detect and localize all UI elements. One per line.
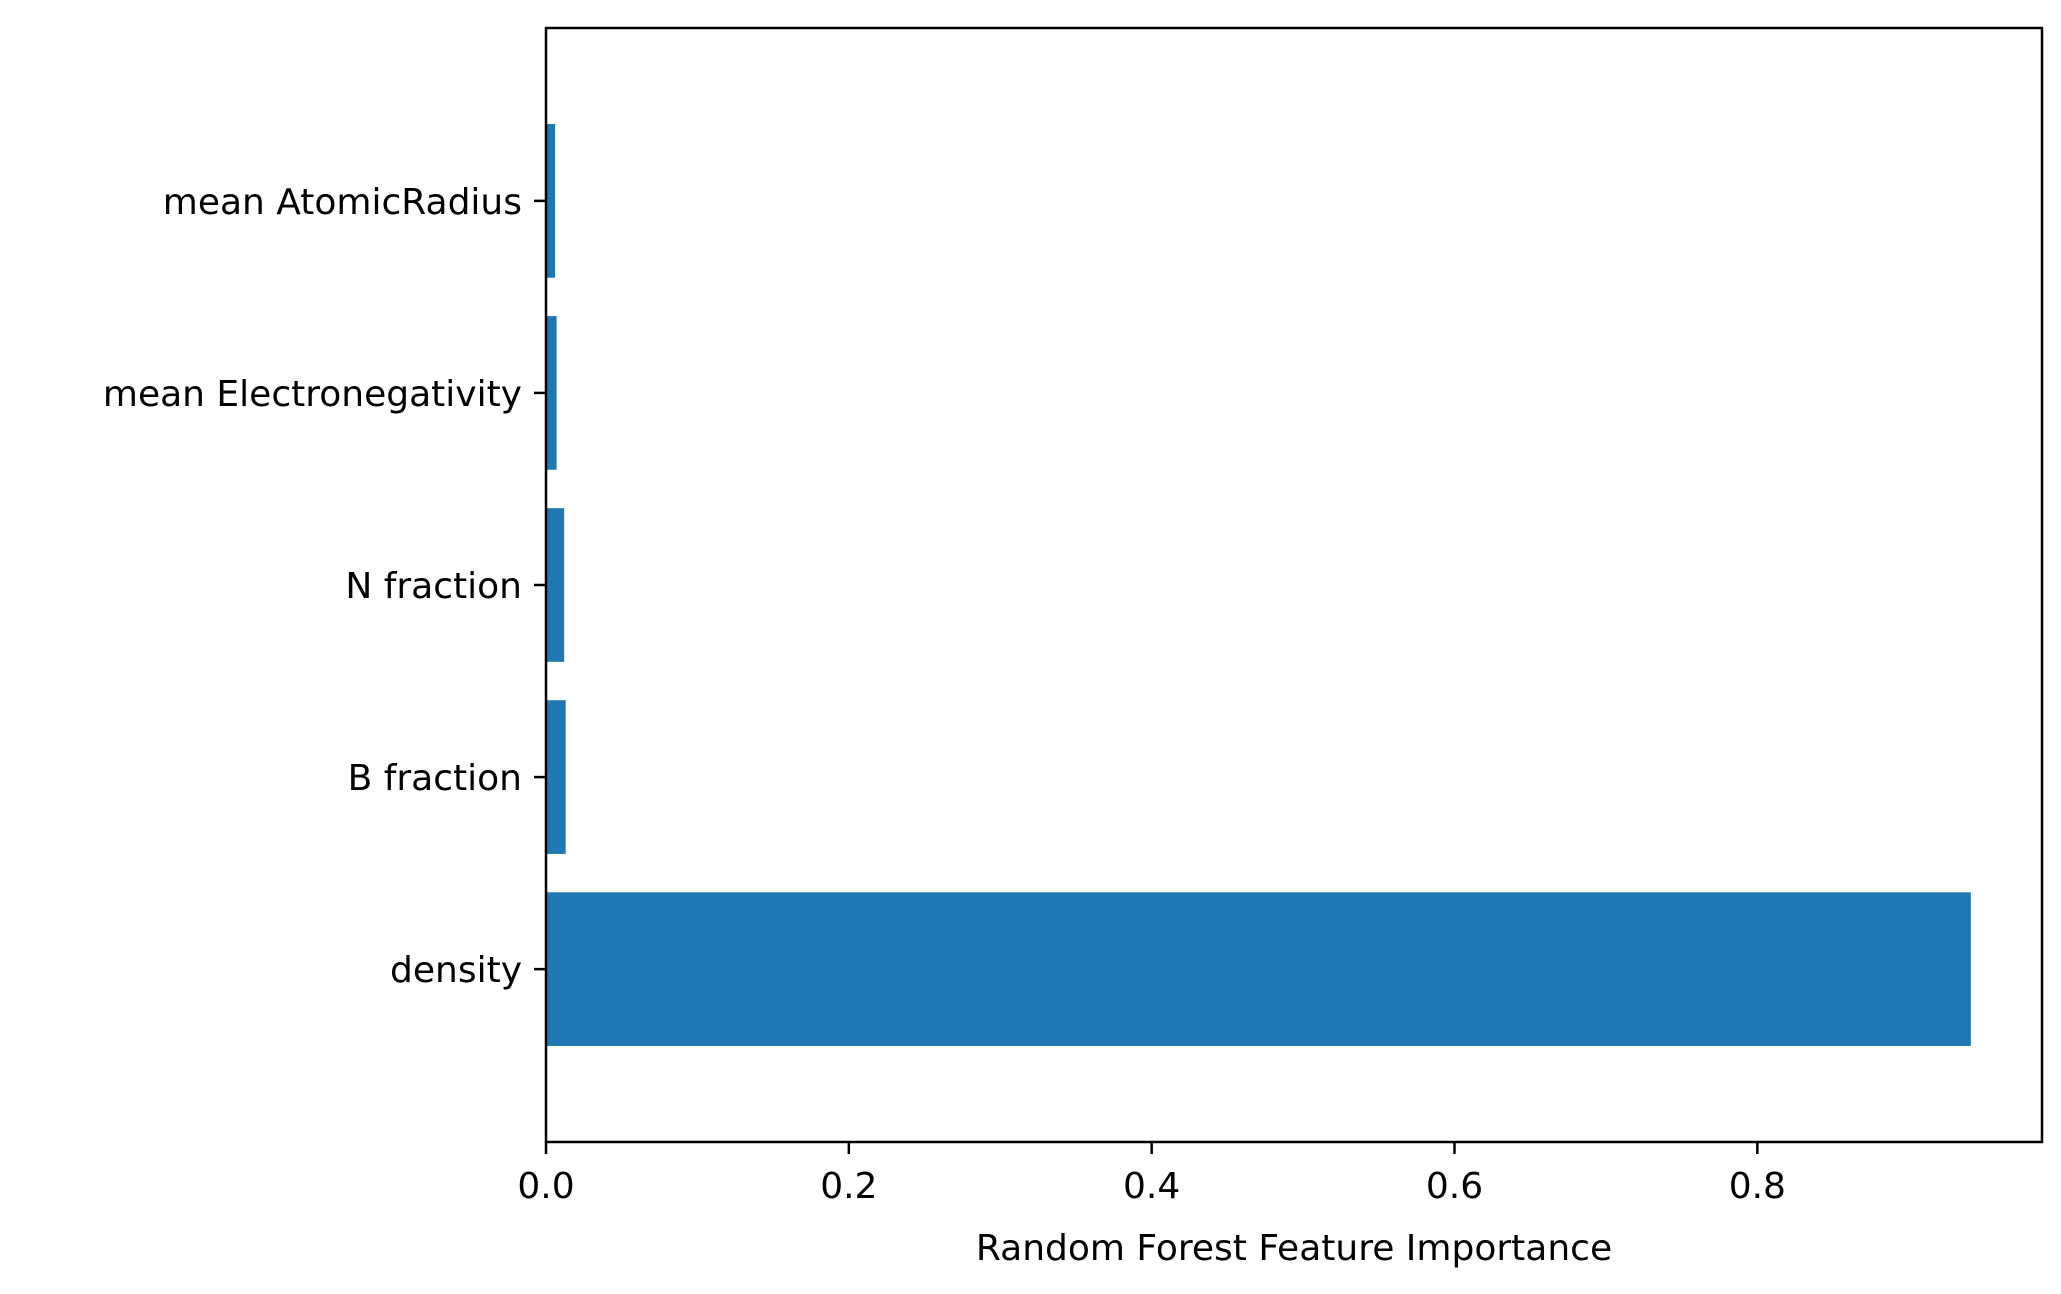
x-tick-label: 0.0 [517, 1166, 574, 1207]
x-tick-label: 0.2 [820, 1166, 877, 1207]
bar-density [546, 892, 1971, 1046]
x-tick-label: 0.6 [1426, 1166, 1483, 1207]
y-tick-label: mean AtomicRadius [163, 182, 522, 223]
x-tick-label: 0.4 [1123, 1166, 1180, 1207]
y-tick-label: B fraction [348, 758, 522, 799]
bar-mean-electronegativity [546, 316, 557, 470]
x-tick-label: 0.8 [1729, 1166, 1786, 1207]
y-axis-ticks: density B fraction N fraction mean Electron… [103, 182, 546, 991]
y-tick-label: N fraction [345, 566, 522, 607]
plot-frame [544, 26, 2044, 1144]
x-axis-ticks: 0.0 0.2 0.4 0.6 0.8 [517, 1142, 1786, 1207]
bars-group [546, 124, 1971, 1046]
y-tick-label: density [390, 950, 522, 991]
bar-mean-atomicradius [546, 124, 556, 278]
y-tick-label: mean Electronegativity [103, 374, 522, 415]
bar-n-fraction [546, 508, 565, 662]
x-axis-label: Random Forest Feature Importance [976, 1228, 1612, 1269]
bar-b-fraction [546, 700, 566, 854]
